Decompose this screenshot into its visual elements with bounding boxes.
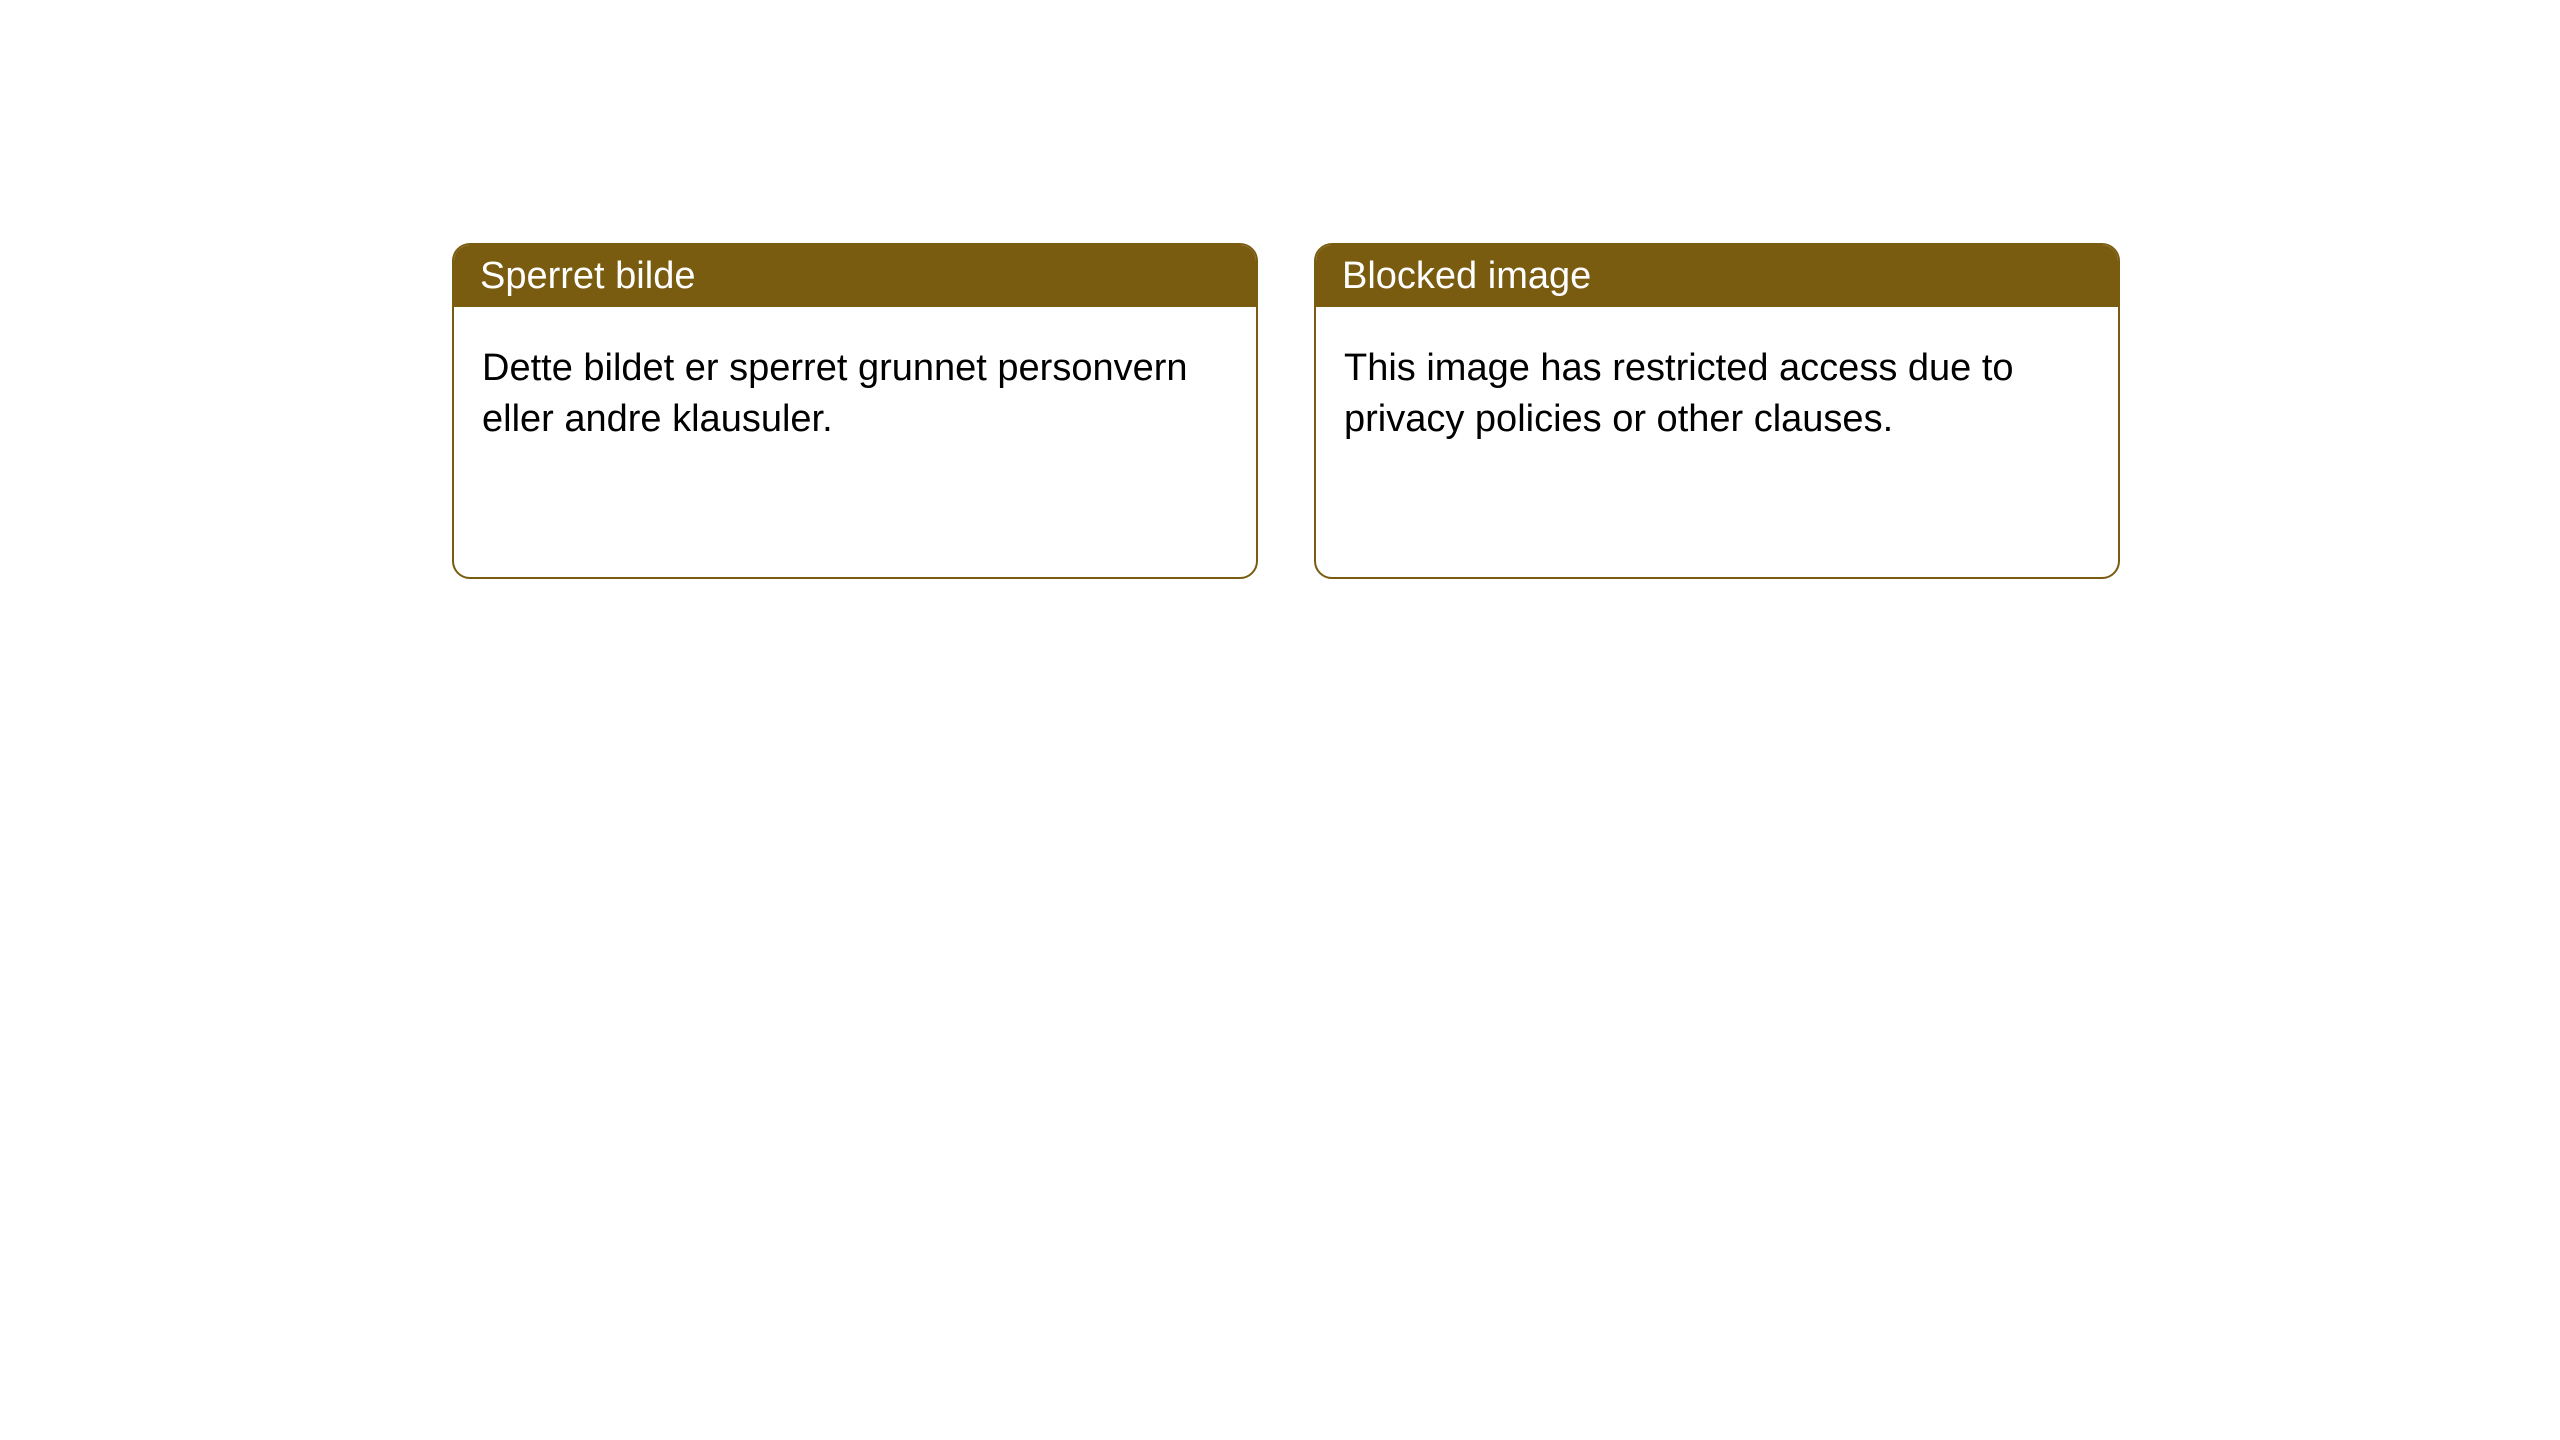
blocked-image-card-norwegian: Sperret bilde Dette bildet er sperret gr…	[452, 243, 1258, 579]
blocked-image-card-english: Blocked image This image has restricted …	[1314, 243, 2120, 579]
card-message-norwegian: Dette bildet er sperret grunnet personve…	[482, 347, 1188, 440]
card-header-norwegian: Sperret bilde	[454, 245, 1256, 307]
card-message-english: This image has restricted access due to …	[1344, 347, 2014, 440]
card-body-norwegian: Dette bildet er sperret grunnet personve…	[454, 307, 1256, 482]
card-title-norwegian: Sperret bilde	[480, 255, 695, 298]
card-body-english: This image has restricted access due to …	[1316, 307, 2118, 482]
card-title-english: Blocked image	[1342, 255, 1591, 298]
card-header-english: Blocked image	[1316, 245, 2118, 307]
notice-cards-container: Sperret bilde Dette bildet er sperret gr…	[0, 0, 2560, 579]
